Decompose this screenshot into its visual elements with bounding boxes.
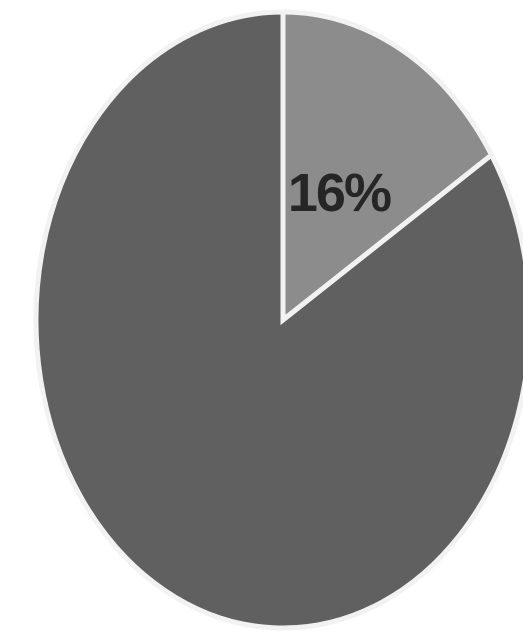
pie-slice-1 bbox=[280, 9, 495, 326]
pie-slices bbox=[33, 9, 523, 631]
pie-labels: 16% bbox=[288, 163, 393, 223]
pie-slice-2 bbox=[33, 9, 523, 631]
pie-slice-label-1: 16% bbox=[288, 163, 391, 223]
